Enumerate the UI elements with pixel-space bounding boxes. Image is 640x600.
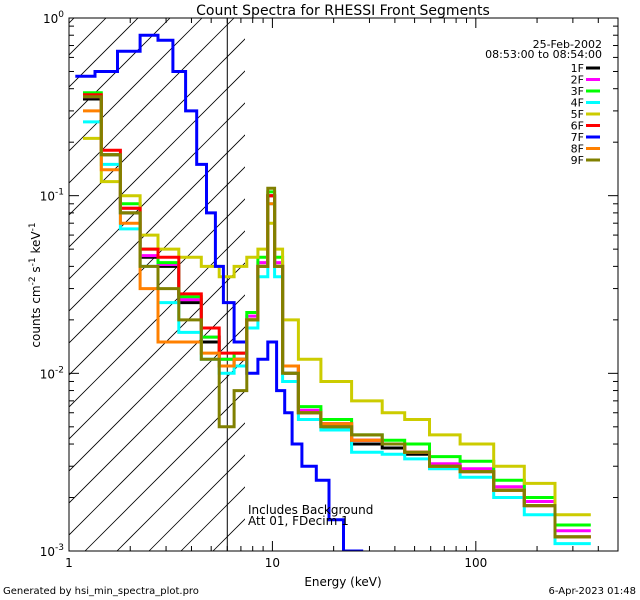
series-line-8F <box>83 109 591 539</box>
axis-ticks <box>68 17 619 552</box>
hatch-line <box>69 294 245 472</box>
legend-label-7F: 7F <box>571 131 584 144</box>
footer-generated-by: Generated by hsi_min_spectra_plot.pro <box>3 586 199 597</box>
hatch-line <box>69 134 245 312</box>
x-tick-label: 100 <box>464 556 487 570</box>
hatch-line <box>69 326 245 504</box>
hatch-line <box>116 422 245 551</box>
legend-label-9F: 9F <box>571 154 584 167</box>
y-tick-labels: 100 10-1 10-2 10-3 <box>40 10 65 559</box>
hatch-line <box>69 198 245 376</box>
legend-label-8F: 8F <box>571 143 584 156</box>
legend-label-2F: 2F <box>571 74 584 87</box>
hatch-line <box>69 18 203 152</box>
footer-timestamp: 6-Apr-2023 01:48 <box>549 586 636 597</box>
legend-label-3F: 3F <box>571 85 584 98</box>
hatch-line <box>69 38 245 216</box>
hatch-line <box>69 18 139 88</box>
y-tick-label: 10-2 <box>40 365 64 381</box>
x-axis-label: Energy (keV) <box>304 575 381 589</box>
chart-title: Count Spectra for RHESSI Front Segments <box>196 3 490 19</box>
background-shaded-region <box>69 18 245 551</box>
date-label: 25-Feb-2002 <box>533 38 602 51</box>
series-line-9F <box>83 95 591 539</box>
hatch-line <box>69 18 75 24</box>
x-tick-labels: 1 10 100 <box>65 556 487 570</box>
hatch-line <box>69 262 245 440</box>
x-tick-label: 1 <box>65 556 73 570</box>
annotation-background: Includes Background <box>248 503 373 517</box>
plot-frame <box>68 17 619 552</box>
legend-label-6F: 6F <box>571 120 584 133</box>
hatch-line <box>84 390 245 551</box>
series-group <box>75 33 591 551</box>
time-range-label: 08:53:00 to 08:54:00 <box>485 48 602 61</box>
hatch-line <box>69 102 245 280</box>
hatch-line <box>69 18 107 56</box>
hatch-line <box>148 454 245 551</box>
y-tick-label: 100 <box>43 10 64 26</box>
hatch-line <box>69 18 235 184</box>
annotation-attenuator: Att 01, FDecim 1 <box>248 514 349 528</box>
hatch-line <box>69 358 245 536</box>
y-tick-label: 10-1 <box>40 188 64 204</box>
hatch-line <box>69 230 245 408</box>
legend-label-4F: 4F <box>571 97 584 110</box>
x-tick-label: 10 <box>265 556 280 570</box>
hatch-line <box>69 18 171 120</box>
y-axis-label: counts cm-2 s-1 keV-1 <box>28 222 43 347</box>
legend-label-1F: 1F <box>571 62 584 75</box>
hatch-line <box>69 166 245 344</box>
series-line-7F <box>75 33 364 551</box>
y-tick-label: 10-3 <box>40 543 64 559</box>
hatch-line <box>69 70 245 248</box>
legend-label-5F: 5F <box>571 108 584 121</box>
